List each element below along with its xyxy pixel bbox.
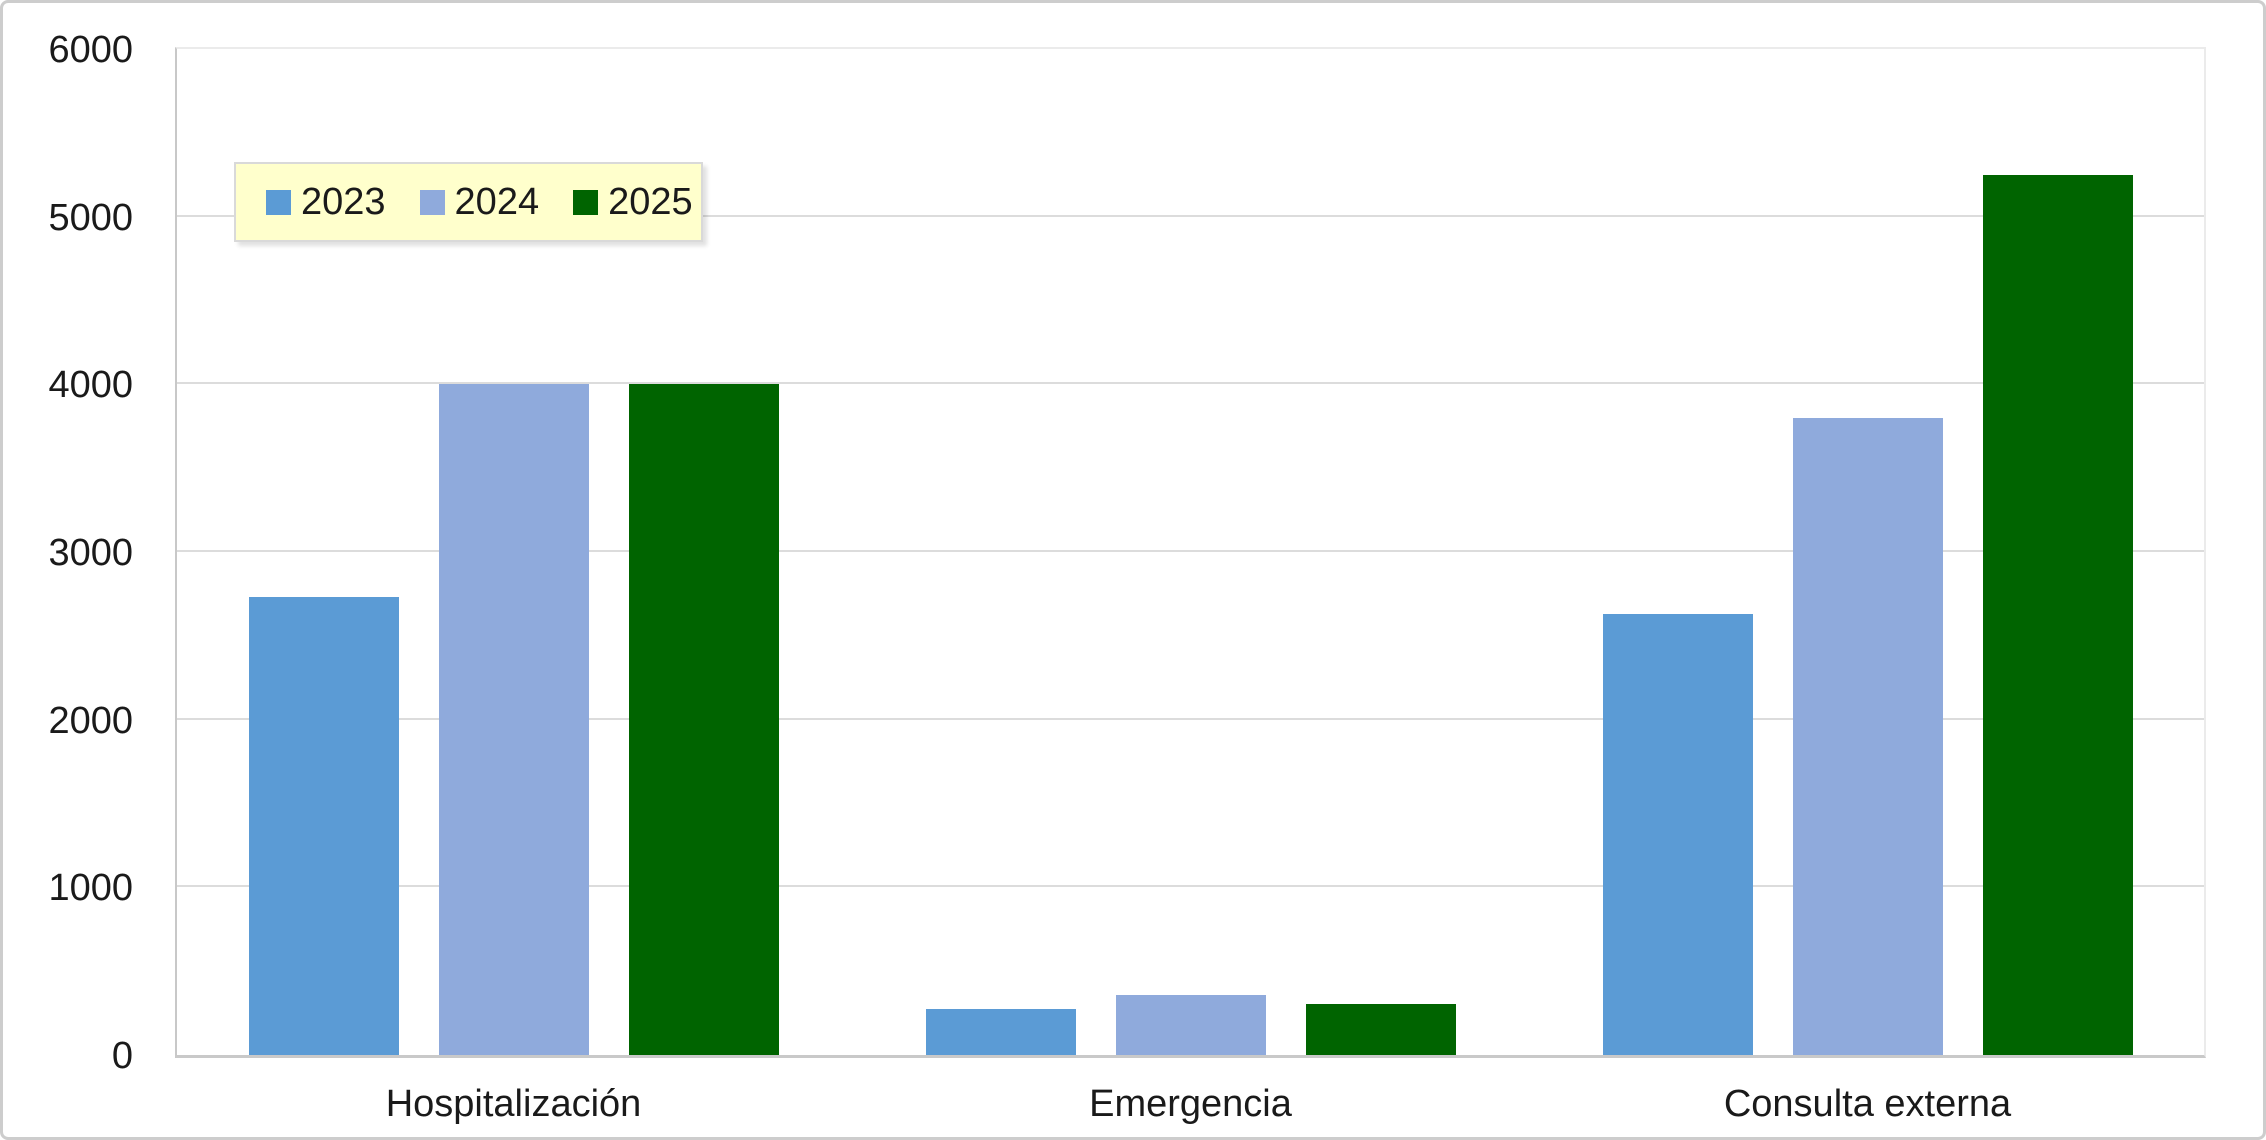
legend-label-2023: 2023 xyxy=(301,181,386,223)
legend[interactable]: 2023 2024 2025 xyxy=(234,162,703,242)
bar-2023-consulta-externa[interactable] xyxy=(1602,614,1753,1055)
x-category-label-consulta-externa: Consulta externa xyxy=(1723,1083,2012,1125)
legend-item-2023[interactable]: 2023 xyxy=(266,183,386,221)
x-category-label-emergencia: Emergencia xyxy=(1089,1083,1292,1125)
plot-area[interactable] xyxy=(175,47,2206,1058)
legend-label-2025: 2025 xyxy=(608,181,693,223)
legend-swatch-icon-2025 xyxy=(573,189,599,215)
y-tick-label-1000: 1000 xyxy=(48,867,133,910)
y-tick-label-4000: 4000 xyxy=(48,364,133,407)
legend-swatch-icon-2024 xyxy=(419,189,445,215)
bar-2024-emergencia[interactable] xyxy=(1115,995,1266,1055)
y-tick-label-6000: 6000 xyxy=(48,29,133,71)
bar-2024-consulta-externa[interactable] xyxy=(1792,417,1943,1055)
y-tick-label-5000: 5000 xyxy=(48,196,133,239)
x-category-label-hospitalizacion: Hospitalización xyxy=(385,1083,642,1125)
y-tick-label-0: 0 xyxy=(111,1035,133,1077)
gridline-5000 xyxy=(177,214,2204,217)
legend-label-2024: 2024 xyxy=(454,181,540,223)
bar-2023-emergencia[interactable] xyxy=(925,1008,1076,1055)
gridline-3000 xyxy=(177,550,2204,552)
bar-2024-hospitalizacion[interactable] xyxy=(438,384,589,1055)
bar-2025-consulta-externa[interactable] xyxy=(1982,174,2133,1055)
y-tick-label-3000: 3000 xyxy=(48,532,133,574)
legend-item-2025[interactable]: 2025 xyxy=(573,183,693,221)
bar-2025-emergencia[interactable] xyxy=(1305,1003,1456,1055)
gridline-1000 xyxy=(177,885,2204,888)
bar-2023-hospitalizacion[interactable] xyxy=(248,597,399,1055)
y-tick-label-2000: 2000 xyxy=(48,699,133,742)
gridline-4000 xyxy=(177,382,2204,385)
legend-swatch-icon-2023 xyxy=(266,189,291,215)
bar-2025-hospitalizacion[interactable] xyxy=(628,384,779,1055)
gridline-2000 xyxy=(177,717,2204,720)
legend-item-2024[interactable]: 2024 xyxy=(419,181,540,223)
